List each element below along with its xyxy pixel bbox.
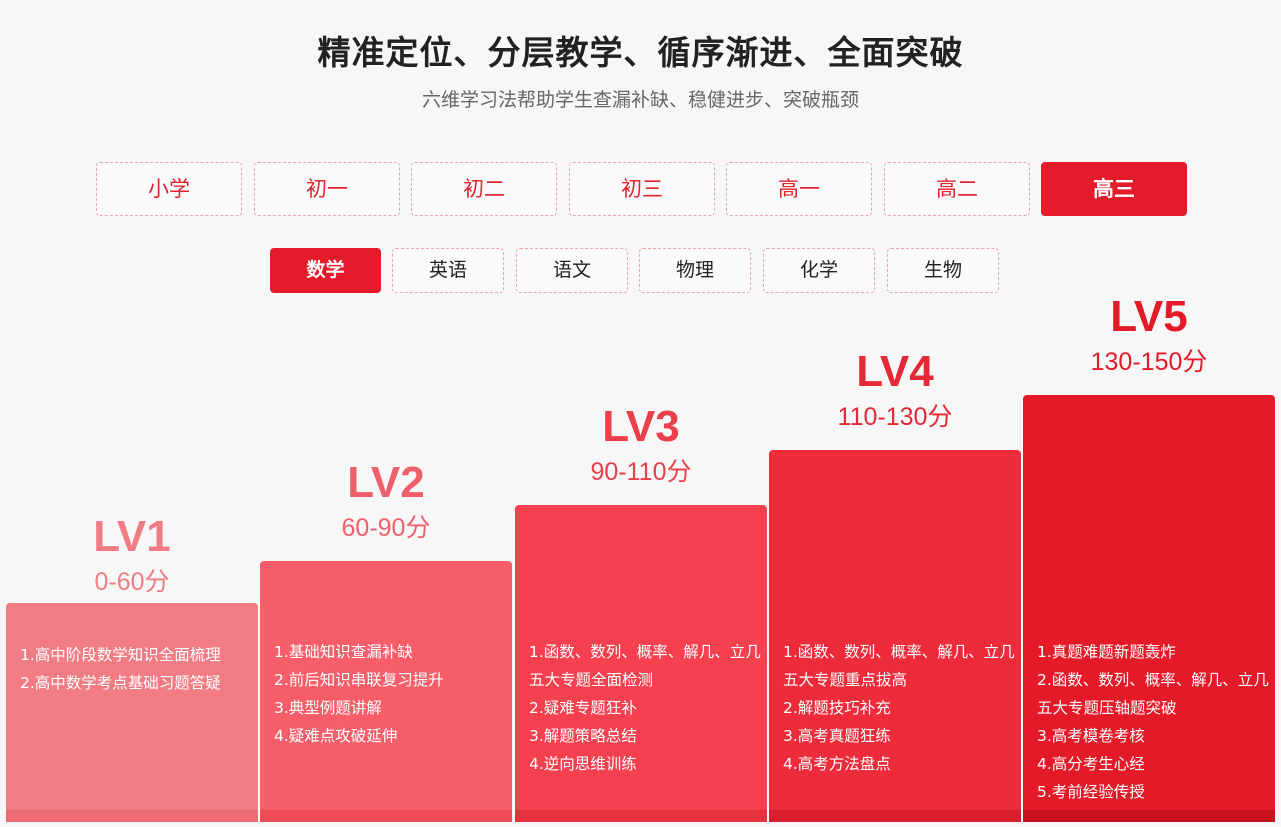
level-score-range: 0-60分	[94, 568, 170, 596]
block-base	[1023, 810, 1275, 822]
list-item: 2.函数、数列、概率、解几、立几	[1037, 671, 1269, 689]
level-name: LV4	[856, 347, 934, 396]
list-item: 4.疑难点攻破延伸	[274, 727, 398, 745]
tab-subject-biology[interactable]: 生物	[887, 248, 999, 293]
tab-grade-9[interactable]: 初三	[569, 162, 715, 216]
list-item: 1.函数、数列、概率、解几、立几	[529, 643, 761, 661]
block-base	[515, 810, 767, 822]
list-item: 1.高中阶段数学知识全面梳理	[20, 646, 221, 664]
tab-grade-7[interactable]: 初一	[254, 162, 400, 216]
tab-grade-10[interactable]: 高一	[726, 162, 872, 216]
level-name: LV1	[93, 512, 171, 561]
tab-grade-12[interactable]: 高三	[1041, 162, 1187, 216]
level-items: 1.函数、数列、概率、解几、立几 五大专题全面检测 2.疑难专题狂补 3.解题策…	[515, 505, 767, 778]
level-name: LV3	[602, 402, 680, 451]
list-item: 3.典型例题讲解	[274, 699, 382, 717]
tab-subject-math[interactable]: 数学	[270, 248, 381, 293]
tab-subject-english[interactable]: 英语	[392, 248, 504, 293]
list-item: 4.高考方法盘点	[783, 755, 891, 773]
level-items: 1.基础知识查漏补缺 2.前后知识串联复习提升 3.典型例题讲解 4.疑难点攻破…	[260, 561, 512, 750]
tab-grade-8[interactable]: 初二	[411, 162, 557, 216]
list-item: 2.高中数学考点基础习题答疑	[20, 674, 221, 692]
block-base	[6, 810, 258, 822]
block-base	[769, 810, 1021, 822]
level-3: LV3 90-110分 1.函数、数列、概率、解几、立几 五大专题全面检测 2.…	[515, 402, 767, 822]
level-4: LV4 110-130分 1.函数、数列、概率、解几、立几 五大专题重点拔高 2…	[769, 347, 1021, 822]
level-5: LV5 130-150分 1.真题难题新题轰炸 2.函数、数列、概率、解几、立几…	[1023, 292, 1275, 822]
level-2: LV2 60-90分 1.基础知识查漏补缺 2.前后知识串联复习提升 3.典型例…	[260, 458, 512, 822]
tab-grade-11[interactable]: 高二	[884, 162, 1030, 216]
list-item: 4.逆向思维训练	[529, 755, 637, 773]
list-item: 3.高考模卷考核	[1037, 727, 1145, 745]
level-name: LV2	[347, 458, 425, 507]
level-block[interactable]: 1.高中阶段数学知识全面梳理 2.高中数学考点基础习题答疑	[6, 603, 258, 822]
level-items: 1.真题难题新题轰炸 2.函数、数列、概率、解几、立几 五大专题压轴题突破 3.…	[1023, 395, 1275, 806]
list-item: 2.疑难专题狂补	[529, 699, 637, 717]
level-score-range: 60-90分	[341, 514, 431, 542]
level-1: LV1 0-60分 1.高中阶段数学知识全面梳理 2.高中数学考点基础习题答疑	[6, 512, 258, 822]
level-score-range: 90-110分	[590, 458, 692, 486]
block-base	[260, 810, 512, 822]
level-items: 1.函数、数列、概率、解几、立几 五大专题重点拔高 2.解题技巧补充 3.高考真…	[769, 450, 1021, 778]
list-item: 1.函数、数列、概率、解几、立几	[783, 643, 1015, 661]
level-items: 1.高中阶段数学知识全面梳理 2.高中数学考点基础习题答疑	[6, 603, 258, 697]
level-score-range: 110-130分	[837, 403, 953, 431]
list-item: 五大专题重点拔高	[783, 671, 908, 689]
list-item: 五大专题全面检测	[529, 671, 654, 689]
list-item: 1.基础知识查漏补缺	[274, 643, 413, 661]
tab-subject-physics[interactable]: 物理	[639, 248, 751, 293]
list-item: 五大专题压轴题突破	[1037, 699, 1177, 717]
level-name: LV5	[1110, 292, 1188, 341]
list-item: 3.解题策略总结	[529, 727, 637, 745]
level-score-range: 130-150分	[1090, 348, 1208, 376]
tab-subject-chemistry[interactable]: 化学	[763, 248, 875, 293]
list-item: 2.解题技巧补充	[783, 699, 891, 717]
list-item: 5.考前经验传授	[1037, 783, 1145, 801]
tab-subject-chinese[interactable]: 语文	[516, 248, 628, 293]
tab-grade-primary[interactable]: 小学	[96, 162, 242, 216]
level-block[interactable]: 1.函数、数列、概率、解几、立几 五大专题重点拔高 2.解题技巧补充 3.高考真…	[769, 450, 1021, 822]
level-block[interactable]: 1.基础知识查漏补缺 2.前后知识串联复习提升 3.典型例题讲解 4.疑难点攻破…	[260, 561, 512, 822]
list-item: 3.高考真题狂练	[783, 727, 891, 745]
list-item: 4.高分考生心经	[1037, 755, 1145, 773]
level-block[interactable]: 1.真题难题新题轰炸 2.函数、数列、概率、解几、立几 五大专题压轴题突破 3.…	[1023, 395, 1275, 822]
page-subtitle: 六维学习法帮助学生查漏补缺、稳健进步、突破瓶颈	[421, 89, 859, 111]
list-item: 2.前后知识串联复习提升	[274, 671, 444, 689]
list-item: 1.真题难题新题轰炸	[1037, 643, 1176, 661]
level-block[interactable]: 1.函数、数列、概率、解几、立几 五大专题全面检测 2.疑难专题狂补 3.解题策…	[515, 505, 767, 822]
page-title: 精准定位、分层教学、循序渐进、全面突破	[317, 33, 964, 72]
